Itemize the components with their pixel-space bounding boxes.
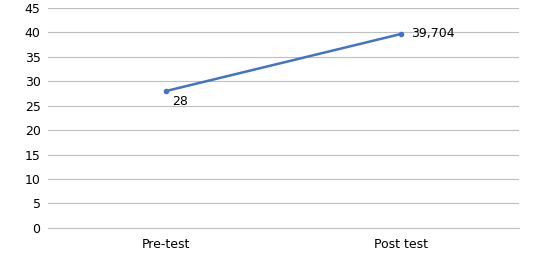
Text: 39,704: 39,704 <box>411 27 454 40</box>
Text: 28: 28 <box>172 95 188 108</box>
